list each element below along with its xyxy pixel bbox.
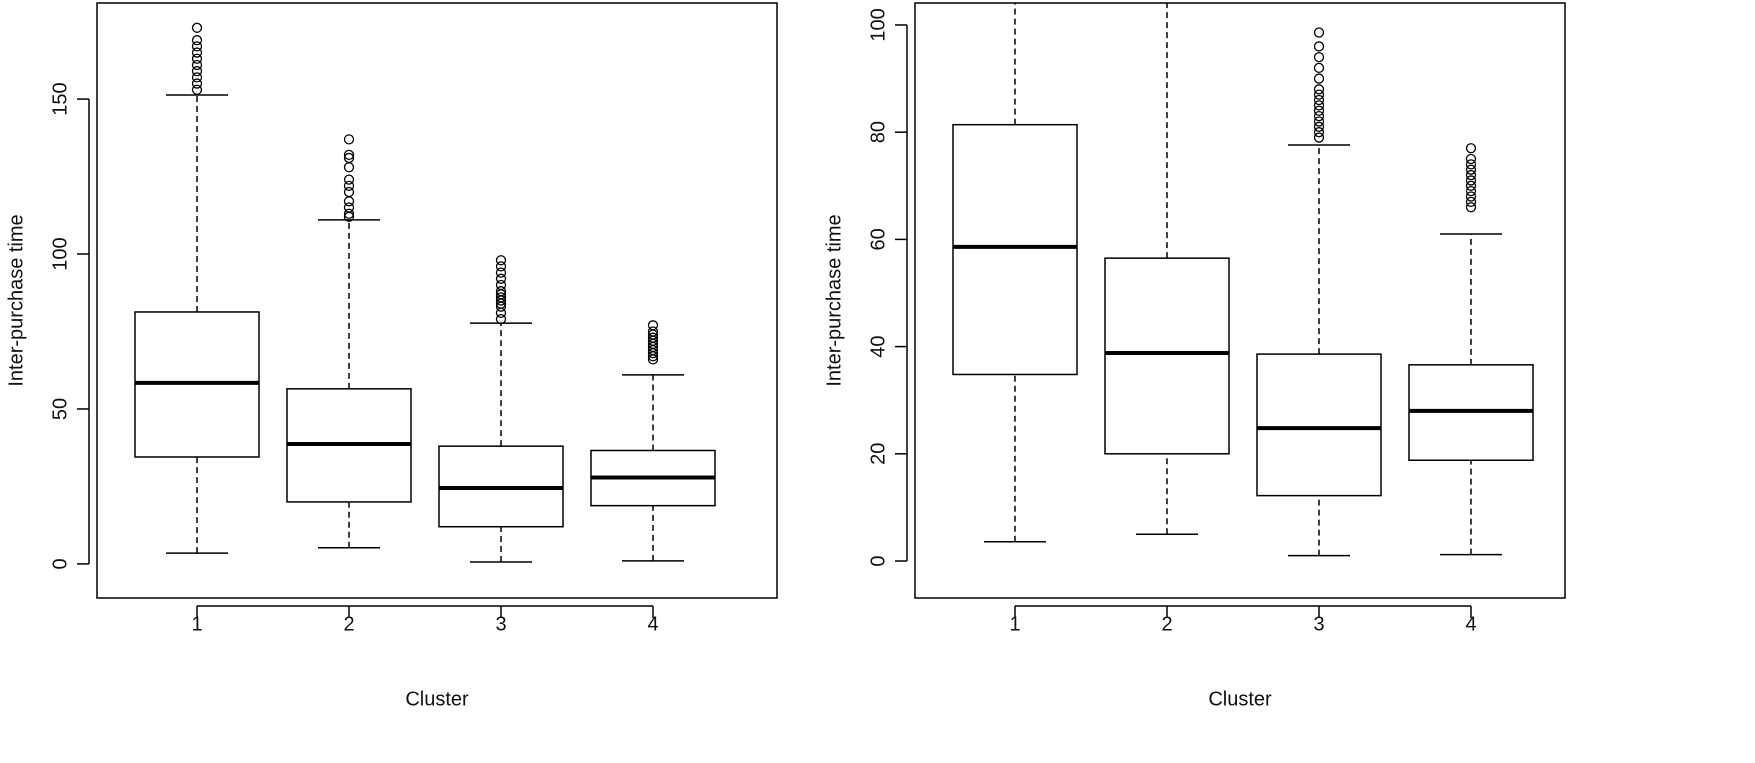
box (1104, 257, 1230, 455)
x-tick-label: 4 (1465, 613, 1476, 635)
box (1256, 353, 1382, 497)
outlier (1313, 51, 1325, 63)
x-axis-title: Cluster (405, 688, 469, 710)
outlier (1465, 175, 1477, 186)
outlier (191, 47, 203, 58)
outlier (191, 66, 203, 77)
outlier (343, 174, 355, 185)
outlier (1465, 202, 1477, 213)
outlier (343, 162, 355, 173)
outlier (343, 149, 355, 160)
outlier (1465, 143, 1477, 154)
outlier (495, 255, 507, 266)
outlier (343, 196, 355, 207)
outlier (191, 84, 203, 95)
plot-area (952, 3, 1534, 557)
y-tick-label: 150 (49, 82, 71, 115)
outlier (1313, 41, 1325, 52)
outlier (495, 313, 507, 325)
x-axis-title: Cluster (1208, 688, 1272, 710)
outlier (1465, 191, 1477, 202)
outlier (647, 320, 659, 331)
x-tick-label: 3 (495, 613, 506, 635)
outlier (1313, 110, 1325, 122)
outlier (343, 186, 355, 198)
box (952, 123, 1078, 376)
outlier (1313, 105, 1325, 116)
y-tick-label: 60 (867, 228, 889, 250)
outlier (1313, 94, 1325, 106)
outlier (343, 202, 355, 213)
x-tick-label: 2 (343, 613, 354, 635)
plot-area (134, 22, 716, 563)
x-tick-label: 1 (1009, 613, 1020, 635)
outlier (191, 41, 203, 52)
outlier (1313, 116, 1325, 127)
outlier (1313, 127, 1325, 138)
outlier (647, 326, 659, 337)
outlier (1313, 89, 1325, 100)
outlier (1465, 153, 1477, 165)
outlier (495, 286, 507, 297)
x-tick-label: 1 (191, 613, 202, 635)
outlier (495, 279, 507, 291)
y-tick-label: 100 (49, 237, 71, 270)
plot-frame (96, 2, 778, 599)
y-tick-label: 0 (49, 558, 71, 569)
outlier (1313, 27, 1325, 38)
outlier (1313, 121, 1325, 132)
y-axis-title: Inter-purchase time (823, 214, 845, 386)
y-tick-label: 0 (867, 555, 889, 566)
y-axis-title: Inter-purchase time (5, 214, 27, 386)
y-tick-label: 80 (867, 121, 889, 143)
outlier (191, 53, 203, 64)
outlier (191, 22, 203, 33)
outlier (495, 292, 507, 303)
outlier (191, 35, 203, 46)
x-tick-label: 3 (1313, 613, 1324, 635)
outlier (343, 208, 355, 219)
outlier (1313, 73, 1325, 84)
outlier (191, 59, 203, 71)
plot-frame (914, 2, 1566, 599)
outlier (1465, 159, 1477, 170)
outlier (647, 332, 659, 343)
outlier (495, 261, 507, 272)
outlier (191, 78, 203, 89)
outlier (1465, 196, 1477, 208)
x-tick-label: 2 (1161, 613, 1172, 635)
y-tick-label: 100 (867, 8, 889, 41)
y-tick-label: 40 (867, 335, 889, 357)
y-tick-label: 20 (867, 443, 889, 465)
outlier (1465, 185, 1477, 197)
outlier (1465, 180, 1477, 191)
outlier (343, 152, 355, 164)
x-tick-label: 4 (647, 613, 658, 635)
outlier (495, 273, 507, 284)
outlier (343, 180, 355, 191)
y-tick-label: 50 (49, 398, 71, 420)
outlier (343, 134, 355, 145)
outlier (1465, 169, 1477, 181)
outlier (1313, 100, 1325, 111)
outlier (1313, 132, 1325, 143)
outlier (191, 72, 203, 83)
outlier (495, 267, 507, 278)
outlier (1313, 84, 1325, 95)
outlier (1313, 62, 1325, 74)
outlier (1465, 164, 1477, 175)
